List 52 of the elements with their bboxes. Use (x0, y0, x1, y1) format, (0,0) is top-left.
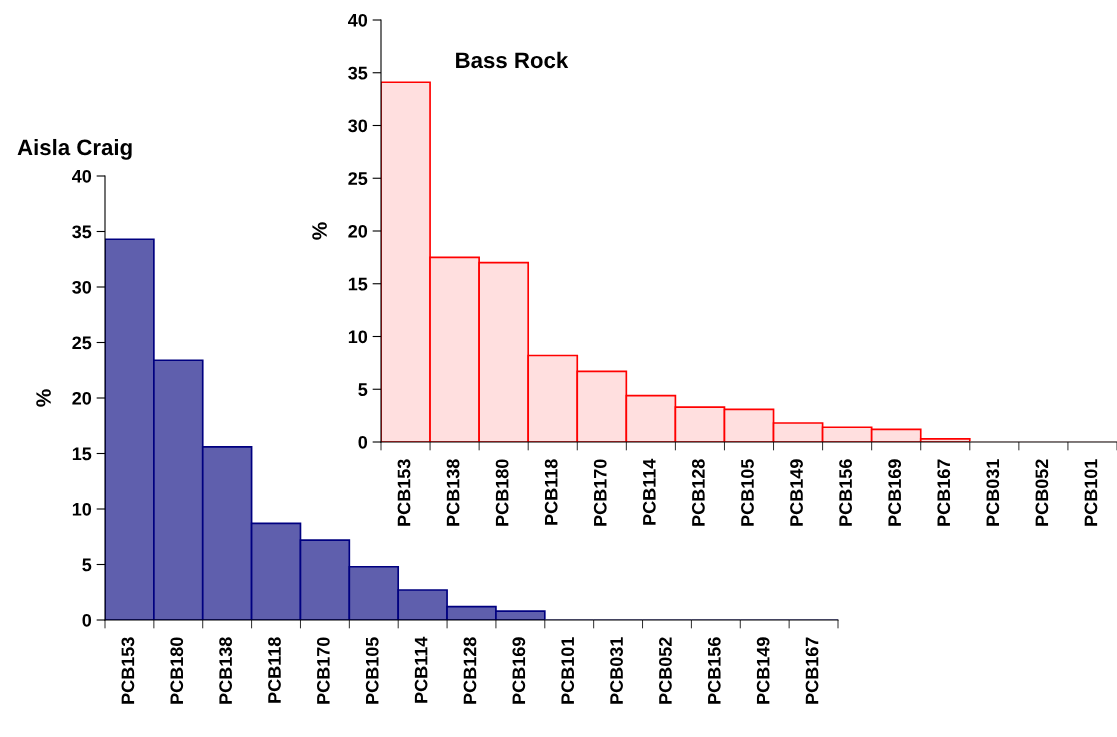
y-tick-label: 5 (358, 383, 368, 396)
x-tick-label: PCB128 (463, 637, 477, 704)
text: Bass Rock (456, 51, 569, 69)
y-tick-label: 15 (72, 447, 92, 461)
y-tick-label: 25 (72, 336, 92, 350)
x-tick-label: PCB153 (397, 459, 411, 526)
y-tick-label: 25 (348, 172, 368, 185)
y-tick-label: 30 (72, 280, 92, 294)
x-tick-label: PCB118 (268, 637, 281, 703)
x-tick-label: PCB149 (790, 459, 803, 526)
y-tick-label: 35 (348, 66, 368, 80)
y-tick-label: 35 (72, 225, 92, 239)
chart-title: Aisla Craig (17, 138, 132, 160)
x-tick-label: PCB156 (839, 459, 852, 526)
y-tick-label: 40 (348, 13, 368, 27)
y-tick-label: 20 (348, 224, 368, 238)
x-tick-label: PCB101 (1084, 459, 1098, 526)
x-tick-label: PCB169 (888, 459, 902, 526)
y-tick-label: 20 (72, 391, 92, 405)
x-tick-label: PCB167 (937, 459, 951, 526)
x-tick-label: PCB169 (512, 637, 526, 704)
x-tick-label: PCB138 (446, 459, 460, 526)
y-tick-label: 10 (72, 502, 92, 516)
y-tick-label: 30 (348, 119, 368, 133)
x-tick-label: PCB031 (986, 459, 1000, 526)
x-tick-label: PCB149 (756, 637, 770, 704)
x-tick-label: PCB153 (121, 637, 135, 704)
x-tick-label: PCB167 (805, 637, 819, 704)
x-tick-label: PCB031 (610, 637, 623, 704)
x-tick-label: PCB180 (170, 637, 184, 704)
y-tick-label: 5 (82, 558, 92, 572)
x-tick-label: PCB170 (316, 637, 330, 704)
y-axis-title: % (36, 389, 51, 407)
y-tick-label: 40 (72, 169, 92, 183)
x-tick-label: PCB118 (544, 459, 558, 525)
x-tick-label: PCB114 (642, 458, 656, 525)
x-tick-label: PCB105 (741, 459, 754, 526)
y-axis-title: % (312, 222, 327, 240)
x-tick-label: PCB128 (691, 459, 705, 526)
y-tick-label: 10 (348, 330, 368, 344)
x-tick-label: PCB156 (707, 637, 721, 704)
y-tick-label: 0 (82, 613, 92, 627)
x-tick-label: PCB052 (659, 637, 672, 704)
x-tick-label: PCB052 (1035, 459, 1049, 526)
x-tick-label: PCB170 (593, 459, 607, 526)
y-tick-label: 0 (358, 435, 368, 449)
y-tick-label: 15 (348, 277, 368, 291)
x-tick-label: PCB180 (495, 459, 509, 526)
x-tick-label: PCB105 (365, 637, 379, 704)
x-tick-label: PCB138 (219, 637, 233, 704)
x-tick-label: PCB101 (561, 637, 575, 704)
x-tick-label: PCB114 (414, 636, 428, 703)
